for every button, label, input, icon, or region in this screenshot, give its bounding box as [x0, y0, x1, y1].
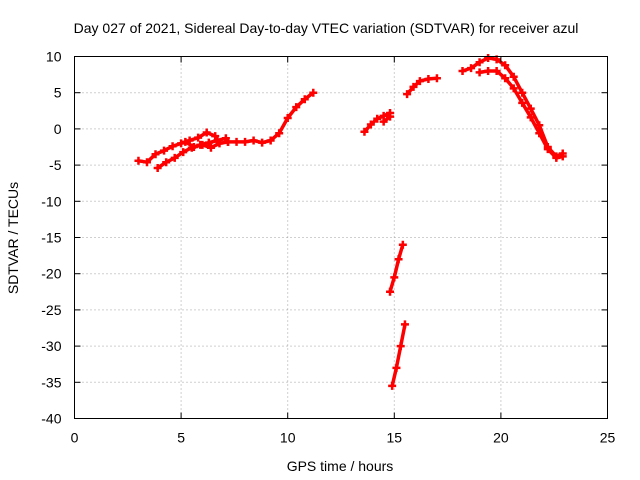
data-point [526, 104, 535, 113]
data-point [300, 95, 309, 104]
data-point [392, 363, 401, 372]
y-tick-label: -35 [41, 374, 61, 390]
data-point [458, 66, 467, 75]
data-point [509, 72, 518, 81]
y-tick-label: -30 [41, 338, 61, 354]
data-point [202, 128, 211, 137]
data-point [258, 138, 267, 147]
x-tick-label: 20 [493, 430, 509, 446]
data-point [275, 129, 284, 138]
data-point [168, 142, 177, 151]
data-point [153, 163, 162, 172]
data-point [509, 84, 518, 93]
data-point [492, 66, 501, 75]
data-point [415, 77, 424, 86]
data-point [360, 127, 369, 136]
series-arc-2 [226, 90, 316, 145]
data-point [501, 61, 510, 70]
data-point [206, 143, 215, 152]
x-tick-label: 10 [280, 430, 296, 446]
data-point [224, 137, 233, 146]
data-point [543, 145, 552, 154]
data-point [390, 273, 399, 282]
data-point [151, 150, 160, 159]
y-tick-label: -5 [49, 157, 62, 173]
data-point [467, 64, 476, 73]
data-point [475, 68, 484, 77]
y-tick-label: -20 [41, 266, 61, 282]
x-axis-label: GPS time / hours [287, 458, 394, 474]
data-point [518, 98, 527, 107]
data-point [249, 136, 258, 145]
data-point [396, 342, 405, 351]
data-point [292, 103, 301, 112]
series-arc-1a [136, 130, 217, 164]
series-arc-6 [390, 322, 407, 388]
series-arc-8b [477, 69, 565, 160]
data-point [535, 129, 544, 138]
data-point [432, 74, 441, 83]
y-tick-label: 0 [54, 121, 62, 137]
data-point [373, 114, 382, 123]
series-arc-5 [388, 242, 405, 294]
data-point [484, 66, 493, 75]
y-tick-label: 10 [46, 49, 62, 65]
data-point [366, 120, 375, 129]
y-tick-label: -40 [41, 411, 61, 427]
y-tick-label: 5 [54, 85, 62, 101]
y-tick-label: -10 [41, 193, 61, 209]
x-tick-label: 25 [600, 430, 616, 446]
data-point [142, 158, 151, 167]
data-point [394, 255, 403, 264]
data-point [177, 139, 186, 148]
data-point [160, 146, 169, 155]
x-tick-label: 15 [387, 430, 403, 446]
data-point [181, 137, 190, 146]
data-point [386, 287, 395, 296]
data-point [388, 381, 397, 390]
data-point [386, 112, 395, 121]
data-point [403, 90, 412, 99]
data-point [526, 113, 535, 122]
data-point [266, 136, 275, 145]
data-point [501, 74, 510, 83]
data-point [189, 143, 198, 151]
data-point [475, 58, 484, 67]
data-point [552, 153, 561, 162]
data-point [379, 117, 388, 126]
x-tick-label: 0 [71, 430, 79, 446]
data-point [232, 137, 241, 146]
data-point [518, 88, 527, 97]
data-point [558, 152, 567, 161]
data-point [283, 114, 292, 123]
data-point [424, 74, 433, 83]
axis-ticks: 0 5 10 15 20 25 10 5 0 -5 -10 -15 -20 -25 -30 -35 -40 [41, 49, 615, 446]
data-point [162, 158, 171, 167]
data-point [198, 140, 207, 149]
data-point [398, 240, 407, 249]
data-point [170, 153, 179, 162]
data-point [211, 132, 220, 141]
data-point [134, 156, 143, 165]
data-point [179, 148, 188, 157]
y-tick-label: -25 [41, 302, 61, 318]
data-point [194, 133, 203, 142]
data-point [409, 82, 418, 91]
y-tick-label: -15 [41, 230, 61, 246]
data-point [309, 88, 318, 97]
data-point [215, 139, 224, 148]
data-point [484, 53, 493, 62]
y-axis-label: SDTVAR / TECUs [5, 182, 21, 294]
x-tick-label: 5 [177, 430, 185, 446]
data-point [241, 137, 250, 146]
data-point [400, 320, 409, 329]
chart-title: Day 027 of 2021, Sidereal Day-to-day VTE… [74, 20, 579, 36]
data-series [134, 53, 567, 390]
